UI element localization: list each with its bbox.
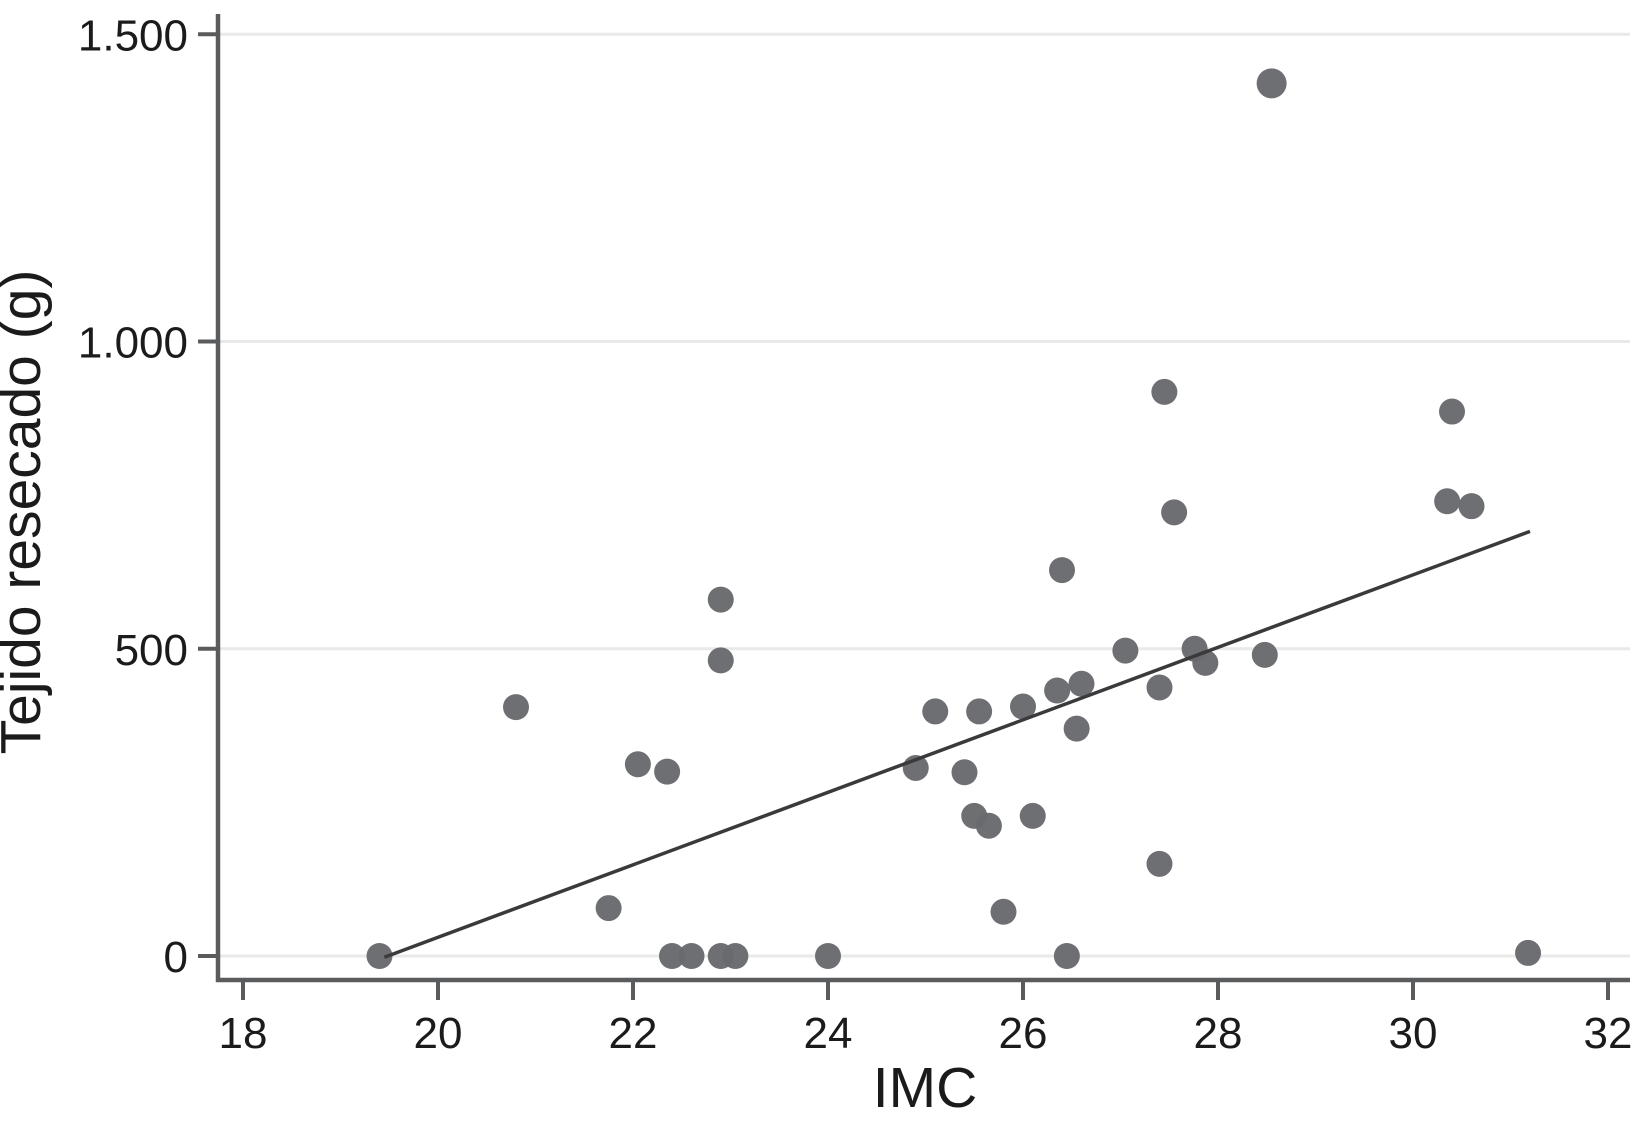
x-tick-label: 28	[1194, 1009, 1243, 1058]
data-point	[1146, 674, 1173, 701]
x-axis-tick-labels: 18 20 22 24 26 28 30 32	[219, 1009, 1633, 1058]
data-point	[1439, 398, 1465, 425]
y-tick-label: 500	[115, 626, 188, 675]
data-point	[1515, 939, 1542, 966]
data-point	[624, 751, 651, 778]
x-tick-label: 26	[999, 1009, 1048, 1058]
data-point	[654, 758, 681, 785]
x-tick-label: 18	[219, 1009, 268, 1058]
data-point	[1049, 557, 1075, 584]
data-point	[1053, 943, 1080, 969]
y-tick-label: 1.000	[78, 319, 188, 368]
data-points	[366, 68, 1542, 969]
data-point	[1256, 68, 1287, 99]
x-tick-label: 20	[414, 1009, 463, 1058]
data-point	[922, 698, 949, 725]
data-point	[659, 943, 685, 969]
data-point	[1068, 670, 1095, 697]
x-tick-label: 22	[609, 1009, 658, 1058]
x-tick-label: 30	[1389, 1009, 1438, 1058]
data-point	[1112, 637, 1139, 664]
data-point	[1019, 802, 1046, 829]
data-point	[966, 698, 993, 725]
data-point	[1192, 649, 1219, 676]
data-point	[503, 694, 529, 721]
y-axis-ticks	[198, 32, 218, 958]
x-tick-label: 32	[1584, 1009, 1633, 1058]
data-point	[366, 943, 393, 969]
data-point	[951, 759, 978, 786]
y-tick-label: 1.500	[78, 11, 188, 60]
data-point	[678, 943, 705, 969]
data-point	[1063, 715, 1090, 742]
data-point	[1434, 488, 1461, 515]
y-tick-label: 0	[164, 933, 188, 982]
data-point	[595, 895, 622, 922]
data-point	[722, 943, 749, 969]
trend-line	[383, 529, 1531, 959]
data-point	[815, 943, 841, 969]
data-point	[1146, 850, 1173, 877]
data-point	[1251, 641, 1278, 668]
data-point	[707, 586, 734, 613]
axes	[215, 14, 1630, 983]
y-axis-title: Tejido resecado (g)	[0, 270, 53, 755]
data-point	[707, 647, 734, 674]
data-point	[1044, 677, 1071, 704]
y-axis-tick-labels: 0 500 1.000 1.500	[78, 11, 188, 982]
gridlines	[218, 32, 1630, 958]
data-point	[1458, 493, 1485, 520]
data-point	[975, 812, 1002, 839]
x-tick-label: 24	[804, 1009, 853, 1058]
x-axis-ticks	[241, 980, 1610, 1000]
data-point	[990, 898, 1017, 925]
x-axis-title: IMC	[873, 1056, 977, 1120]
data-point	[1010, 693, 1036, 720]
data-point	[1151, 378, 1178, 405]
data-point	[1161, 499, 1188, 526]
